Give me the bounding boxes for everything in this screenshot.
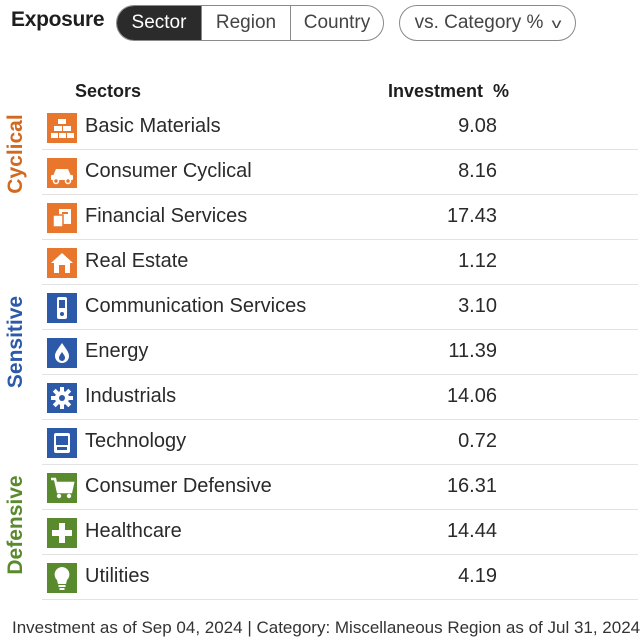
tab-region[interactable]: Region <box>201 6 290 40</box>
exposure-header: Exposure Sector Region Country vs. Categ… <box>0 0 640 48</box>
row-label: Consumer Cyclical <box>85 160 252 182</box>
chevron-down-icon: v <box>552 15 562 31</box>
row-value: 9.08 <box>458 115 497 137</box>
table-row: Energy 11.39 <box>42 330 638 375</box>
tab-sector[interactable]: Sector <box>117 6 201 40</box>
healthcare-icon <box>47 518 77 548</box>
view-tabs: Sector Region Country <box>116 5 384 41</box>
table-row: Financial Services 17.43 <box>42 195 638 240</box>
comparison-dropdown-label: vs. Category % <box>414 12 544 33</box>
row-value: 14.06 <box>446 385 497 407</box>
basic-materials-icon <box>47 113 77 143</box>
row-value: 17.43 <box>446 205 497 227</box>
row-label: Real Estate <box>85 250 189 272</box>
real-estate-icon <box>47 248 77 278</box>
row-value: 8.16 <box>458 160 497 182</box>
row-value: 14.44 <box>446 520 497 542</box>
row-value: 0.72 <box>458 430 497 452</box>
table-row: Consumer Cyclical 8.16 <box>42 150 638 195</box>
group-label-cyclical: Cyclical <box>4 114 40 193</box>
group-label-defensive: Defensive <box>4 475 40 574</box>
group-label-defensive-text: Defensive <box>4 475 27 575</box>
energy-icon <box>47 338 77 368</box>
row-label: Industrials <box>85 385 177 407</box>
column-header-investment: Investment % <box>388 81 510 101</box>
row-value: 11.39 <box>448 340 497 362</box>
row-value: 3.10 <box>458 295 497 317</box>
table-row: Communication Services 3.10 <box>42 285 638 330</box>
row-value: 16.31 <box>446 475 497 497</box>
row-value: 1.12 <box>458 250 497 272</box>
table-row: Consumer Defensive 16.31 <box>42 465 638 510</box>
sector-table: Basic Materials 9.08 Consumer Cyclical 8… <box>42 105 638 600</box>
row-label: Energy <box>85 340 149 362</box>
table-row: Industrials 14.06 <box>42 375 638 420</box>
communication-services-icon <box>47 293 77 323</box>
row-label: Financial Services <box>85 205 248 227</box>
table-row: Technology 0.72 <box>42 420 638 465</box>
footer-note: Investment as of Sep 04, 2024 | Category… <box>12 618 640 637</box>
table-row: Real Estate 1.12 <box>42 240 638 285</box>
consumer-defensive-icon <box>47 473 77 503</box>
tab-country[interactable]: Country <box>290 6 383 40</box>
group-label-cyclical-text: Cyclical <box>4 114 27 194</box>
technology-icon <box>47 428 77 458</box>
group-label-sensitive-text: Sensitive <box>4 295 27 389</box>
utilities-icon <box>47 563 77 593</box>
comparison-dropdown[interactable]: vs. Category % v <box>399 5 576 41</box>
page-title: Exposure <box>11 8 105 31</box>
table-row: Healthcare 14.44 <box>42 510 638 555</box>
column-header-sectors: Sectors <box>75 81 142 101</box>
row-value: 4.19 <box>458 565 497 587</box>
table-row: Utilities 4.19 <box>42 555 638 600</box>
row-label: Basic Materials <box>85 115 221 137</box>
financial-services-icon <box>47 203 77 233</box>
consumer-cyclical-icon <box>47 158 77 188</box>
industrials-icon <box>47 383 77 413</box>
row-label: Consumer Defensive <box>85 475 272 497</box>
table-row: Basic Materials 9.08 <box>42 105 638 150</box>
row-label: Utilities <box>85 565 150 587</box>
row-label: Technology <box>85 430 187 452</box>
row-label: Communication Services <box>85 295 307 317</box>
row-label: Healthcare <box>85 520 182 542</box>
group-label-sensitive: Sensitive <box>4 296 40 388</box>
